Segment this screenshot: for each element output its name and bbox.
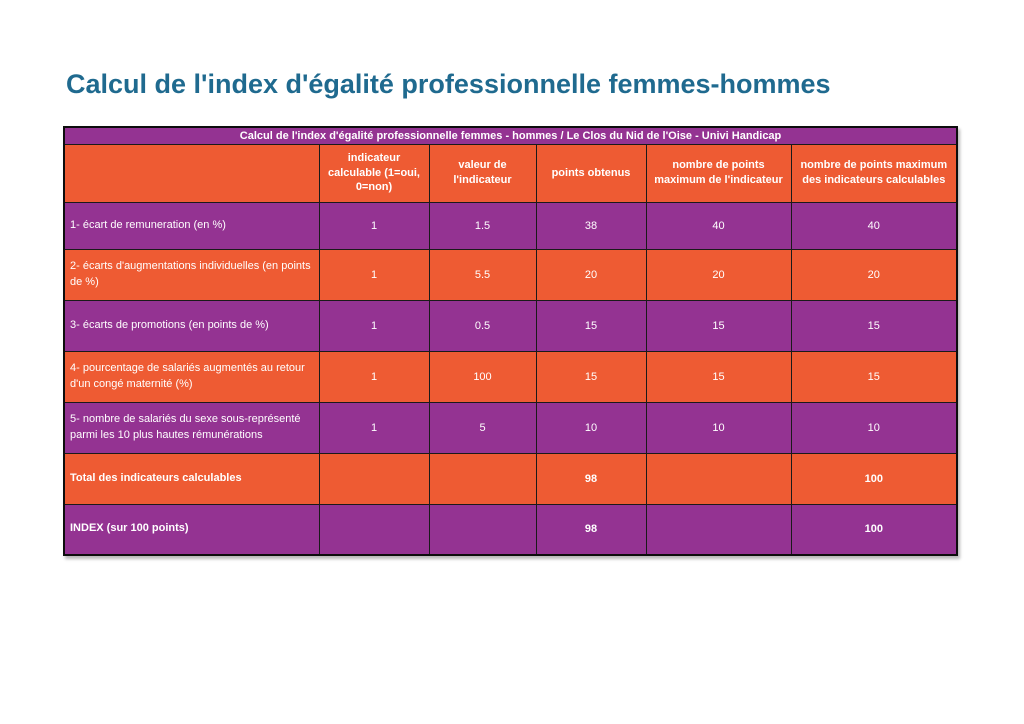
row-label: 2- écarts d'augmentations individuelles … bbox=[63, 248, 320, 301]
value-cell: 40 bbox=[790, 201, 958, 250]
value-cell: 10 bbox=[790, 401, 958, 454]
value-cell bbox=[428, 503, 537, 556]
value-cell bbox=[318, 452, 430, 505]
value-cell: 1 bbox=[318, 248, 430, 301]
value-cell: 10 bbox=[535, 401, 647, 454]
value-cell bbox=[318, 503, 430, 556]
value-cell bbox=[645, 503, 792, 556]
value-cell: 1 bbox=[318, 299, 430, 352]
table-row: 5- nombre de salariés du sexe sous-repré… bbox=[63, 401, 958, 454]
value-cell: 15 bbox=[790, 350, 958, 403]
value-cell: 1 bbox=[318, 350, 430, 403]
row-label: Total des indicateurs calculables bbox=[63, 452, 320, 505]
row-label: 3- écarts de promotions (en points de %) bbox=[63, 299, 320, 352]
table-row: Total des indicateurs calculables 98 100 bbox=[63, 452, 958, 505]
table-row: 2- écarts d'augmentations individuelles … bbox=[63, 248, 958, 301]
value-cell: 100 bbox=[428, 350, 537, 403]
column-header: valeur de l'indicateur bbox=[428, 143, 537, 203]
table-row: 4- pourcentage de salariés augmentés au … bbox=[63, 350, 958, 403]
table-caption-row: Calcul de l'index d'égalité professionne… bbox=[63, 126, 958, 145]
row-label: 1- écart de remuneration (en %) bbox=[63, 201, 320, 250]
value-cell: 100 bbox=[790, 452, 958, 505]
value-cell: 100 bbox=[790, 503, 958, 556]
value-cell: 20 bbox=[645, 248, 792, 301]
column-header: nombre de points maximum de l'indicateur bbox=[645, 143, 792, 203]
value-cell: 1 bbox=[318, 201, 430, 250]
row-label: 5- nombre de salariés du sexe sous-repré… bbox=[63, 401, 320, 454]
value-cell: 40 bbox=[645, 201, 792, 250]
value-cell: 10 bbox=[645, 401, 792, 454]
value-cell: 15 bbox=[535, 350, 647, 403]
value-cell: 1 bbox=[318, 401, 430, 454]
table-caption: Calcul de l'index d'égalité professionne… bbox=[63, 126, 958, 145]
value-cell: 5 bbox=[428, 401, 537, 454]
value-cell bbox=[428, 452, 537, 505]
value-cell: 98 bbox=[535, 452, 647, 505]
column-header: indicateur calculable (1=oui, 0=non) bbox=[318, 143, 430, 203]
table-row: 3- écarts de promotions (en points de %)… bbox=[63, 299, 958, 352]
value-cell: 20 bbox=[535, 248, 647, 301]
value-cell: 0.5 bbox=[428, 299, 537, 352]
row-label: 4- pourcentage de salariés augmentés au … bbox=[63, 350, 320, 403]
value-cell: 1.5 bbox=[428, 201, 537, 250]
value-cell: 38 bbox=[535, 201, 647, 250]
column-header: points obtenus bbox=[535, 143, 647, 203]
value-cell: 15 bbox=[790, 299, 958, 352]
table-header-row: indicateur calculable (1=oui, 0=non) vale… bbox=[63, 143, 958, 203]
value-cell: 20 bbox=[790, 248, 958, 301]
page-title: Calcul de l'index d'égalité professionne… bbox=[66, 69, 831, 99]
row-label-column-header bbox=[63, 143, 320, 203]
row-label: INDEX (sur 100 points) bbox=[63, 503, 320, 556]
value-cell: 15 bbox=[645, 350, 792, 403]
value-cell: 15 bbox=[535, 299, 647, 352]
value-cell bbox=[645, 452, 792, 505]
value-cell: 98 bbox=[535, 503, 647, 556]
value-cell: 5.5 bbox=[428, 248, 537, 301]
column-header: nombre de points maximum des indicateurs… bbox=[790, 143, 958, 203]
value-cell: 15 bbox=[645, 299, 792, 352]
equality-index-table: Calcul de l'index d'égalité professionne… bbox=[63, 126, 959, 556]
table-row: INDEX (sur 100 points) 98 100 bbox=[63, 503, 958, 556]
table-row: 1- écart de remuneration (en %) 1 1.5 38 40 4… bbox=[63, 201, 958, 250]
